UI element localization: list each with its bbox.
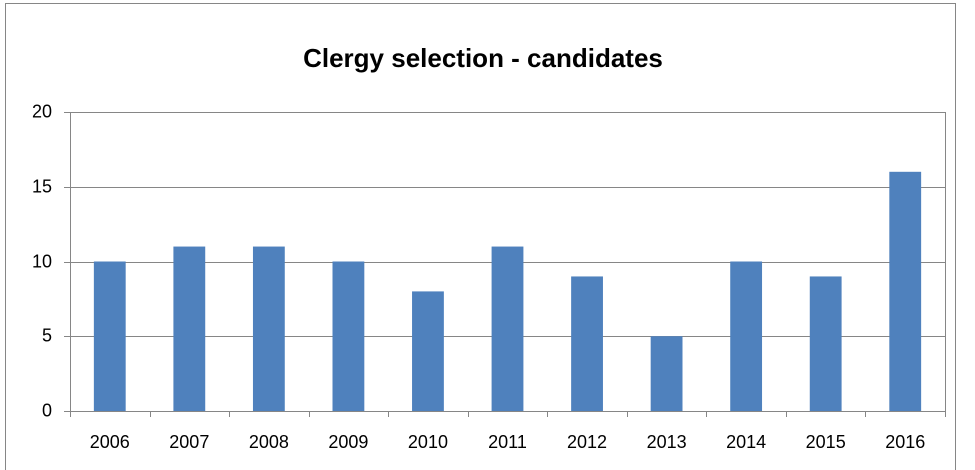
x-tick-label: 2013 bbox=[647, 432, 687, 452]
x-tick-label: 2011 bbox=[488, 432, 527, 452]
bar bbox=[571, 276, 603, 411]
x-tick-label: 2009 bbox=[328, 432, 368, 452]
bar bbox=[173, 246, 206, 411]
bar bbox=[730, 261, 763, 411]
chart-border bbox=[5, 3, 956, 470]
x-tick-label: 2014 bbox=[726, 432, 766, 452]
bar bbox=[889, 171, 922, 411]
bar bbox=[491, 246, 524, 411]
y-tick-label: 0 bbox=[42, 400, 52, 420]
bar bbox=[809, 276, 842, 411]
bar bbox=[332, 261, 365, 411]
x-tick-label: 2007 bbox=[169, 432, 209, 452]
bar bbox=[412, 291, 444, 411]
chart-title: Clergy selection - candidates bbox=[303, 43, 663, 73]
y-tick-label: 10 bbox=[32, 251, 52, 271]
bar bbox=[93, 261, 126, 411]
y-tick-label: 20 bbox=[32, 101, 52, 121]
x-tick-label: 2006 bbox=[90, 432, 130, 452]
x-tick-label: 2015 bbox=[806, 432, 846, 452]
y-tick-label: 5 bbox=[42, 325, 52, 345]
x-tick-label: 2008 bbox=[249, 432, 289, 452]
x-tick-label: 2012 bbox=[567, 432, 607, 452]
x-tick-label: 2010 bbox=[408, 432, 448, 452]
bar bbox=[252, 246, 285, 411]
y-tick-label: 15 bbox=[32, 176, 52, 196]
bar bbox=[650, 336, 683, 411]
x-tick-label: 2016 bbox=[885, 432, 925, 452]
